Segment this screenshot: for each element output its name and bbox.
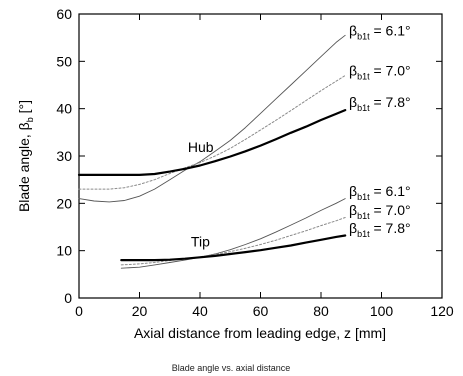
series-layer xyxy=(77,34,347,269)
y-tick-label: 50 xyxy=(56,53,72,69)
axis-ticks xyxy=(78,13,443,299)
x-axis-title: Axial distance from leading edge, z [mm] xyxy=(134,325,386,341)
series-label: βb1t = 6.1° xyxy=(349,183,411,202)
x-tick-label: 120 xyxy=(430,303,454,319)
x-tick-label: 100 xyxy=(370,303,394,319)
series-line-hub-thin xyxy=(78,34,346,203)
chart-caption: Blade angle vs. axial distance xyxy=(172,363,291,373)
y-tick-label: 0 xyxy=(64,290,72,306)
series-label: βb1t = 7.8° xyxy=(349,220,411,239)
series-label: βb1t = 7.8° xyxy=(349,94,411,113)
x-tick-label: 60 xyxy=(253,303,269,319)
y-tick-label: 30 xyxy=(56,148,72,164)
series-label: βb1t = 7.0° xyxy=(349,202,411,221)
y-tick-label: 20 xyxy=(56,195,72,211)
y-tick-label: 60 xyxy=(56,6,72,22)
series-label: βb1t = 6.1° xyxy=(349,22,411,41)
x-tick-label: 40 xyxy=(192,303,208,319)
series-line-tip-bold xyxy=(120,234,347,262)
axis-tick-labels: 0 20 40 60 80 100 120 0 10 20 30 40 50 60 xyxy=(56,6,453,319)
series-line-tip-thin xyxy=(120,198,346,269)
x-tick-label: 80 xyxy=(313,303,329,319)
annotation-tip: Tip xyxy=(191,234,210,250)
series-labels: βb1t = 6.1°βb1t = 7.0°βb1t = 7.8°βb1t = … xyxy=(188,22,411,249)
x-tick-label: 20 xyxy=(132,303,148,319)
annotation-hub: Hub xyxy=(188,139,214,155)
series-line-hub-bold xyxy=(77,109,347,176)
series-line-tip-dotted xyxy=(120,217,346,266)
y-axis-title: Blade angle, βb [°] xyxy=(16,100,35,212)
y-tick-label: 10 xyxy=(56,243,72,259)
x-tick-label: 0 xyxy=(75,303,83,319)
series-line-hub-dotted xyxy=(78,75,346,190)
series-label: βb1t = 7.0° xyxy=(349,63,411,82)
y-tick-label: 40 xyxy=(56,101,72,117)
plot-frame xyxy=(78,13,443,299)
